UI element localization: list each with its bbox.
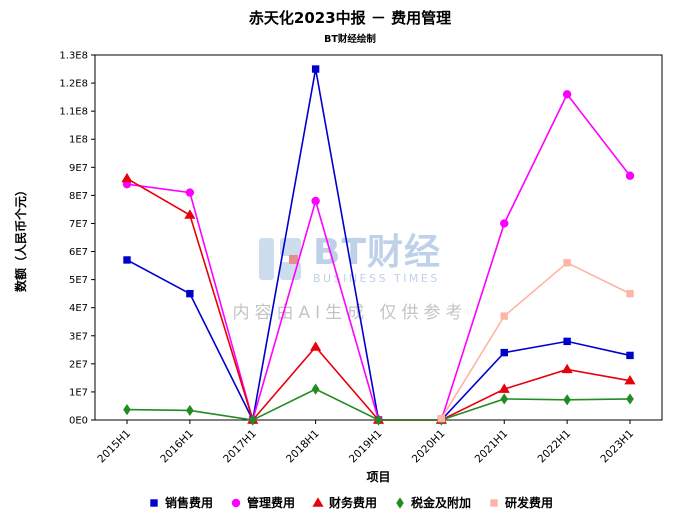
data-point-marker	[626, 289, 634, 298]
x-tick-label: 2020H1	[410, 428, 448, 466]
y-tick-label: 4E7	[69, 303, 88, 314]
series-line-2	[126, 177, 631, 422]
legend-label: 税金及附加	[411, 496, 472, 510]
y-tick-label: 9E7	[69, 163, 88, 174]
data-point-marker	[310, 341, 322, 351]
data-point-marker	[311, 196, 320, 206]
legend: 销售费用 管理费用 财务费用 税金及附加 研发费用	[0, 494, 700, 511]
y-axis-label: 数额（人民币个元）	[14, 184, 28, 293]
y-tick-label: 1.2E8	[59, 79, 88, 90]
y-tick-label: 7E7	[69, 219, 88, 230]
data-point-marker	[500, 393, 509, 405]
legend-label: 研发费用	[505, 496, 554, 510]
legend-item-3: 税金及附加	[393, 494, 471, 511]
legend-square-marker-icon	[490, 498, 498, 507]
data-point-marker	[563, 337, 571, 346]
legend-square-marker-icon	[150, 498, 158, 507]
legend-item-2: 财务费用	[311, 494, 377, 511]
legend-triangle-marker-icon	[312, 496, 324, 507]
data-point-marker	[500, 348, 508, 357]
plot-border	[94, 54, 663, 421]
legend-circle-marker-icon	[231, 498, 241, 507]
legend-label: 销售费用	[164, 496, 213, 510]
data-point-marker	[396, 496, 404, 509]
y-tick-label: 8E7	[69, 191, 88, 202]
data-point-marker	[311, 65, 320, 73]
data-point-marker	[500, 219, 509, 228]
x-tick-label: 2021H1	[473, 428, 511, 466]
data-point-marker	[121, 172, 133, 183]
y-tick-label: 3E7	[69, 331, 88, 342]
x-axis-label: 项目	[366, 470, 391, 484]
data-point-marker	[185, 188, 195, 197]
x-tick-label: 2015H1	[95, 428, 133, 466]
legend-label: 财务费用	[328, 496, 377, 510]
x-tick-label: 2017H1	[221, 428, 259, 466]
data-point-marker	[490, 498, 498, 507]
data-point-marker	[311, 383, 320, 395]
data-point-marker	[231, 498, 241, 507]
legend-item-1: 管理费用	[229, 494, 295, 511]
y-tick-label: 1E8	[69, 135, 88, 146]
data-point-marker	[563, 394, 571, 406]
data-point-marker	[123, 256, 131, 264]
x-tick-label: 2016H1	[158, 428, 196, 466]
data-point-marker	[312, 496, 324, 507]
y-tick-label: 1E7	[69, 387, 88, 398]
chart-subtitle: BT财经绘制	[324, 34, 376, 45]
data-point-marker	[626, 393, 634, 405]
data-point-marker	[248, 414, 257, 426]
series-line-4	[440, 261, 631, 420]
x-tick-label: 2019H1	[347, 428, 385, 466]
data-point-marker	[624, 375, 636, 385]
data-point-marker	[374, 414, 383, 426]
legend-label: 管理费用	[246, 496, 295, 510]
data-point-marker	[625, 171, 635, 180]
data-point-marker	[150, 498, 158, 507]
data-point-marker	[626, 351, 634, 360]
data-point-marker	[563, 259, 571, 267]
y-tick-label: 2E7	[69, 359, 88, 370]
data-point-marker	[123, 404, 131, 416]
x-tick-label: 2018H1	[284, 428, 322, 466]
data-point-marker	[562, 90, 572, 99]
legend-diamond-marker-icon	[396, 496, 404, 509]
data-point-marker	[500, 312, 508, 320]
legend-item-4: 研发费用	[487, 494, 553, 511]
y-tick-label: 6E7	[69, 247, 88, 258]
data-point-marker	[498, 383, 510, 393]
y-tick-label: 5E7	[69, 275, 88, 286]
data-point-marker	[186, 289, 194, 298]
legend-item-0: 销售费用	[147, 494, 213, 511]
data-point-marker	[184, 209, 196, 219]
x-tick-label: 2023H1	[598, 428, 636, 466]
x-tick-label: 2022H1	[536, 428, 574, 466]
data-point-marker	[561, 363, 573, 374]
y-tick-label: 0E0	[69, 416, 88, 427]
data-point-marker	[437, 414, 446, 423]
y-tick-label: 1.1E8	[59, 107, 88, 118]
chart-title: 赤天化2023中报 － 费用管理	[248, 9, 452, 27]
data-point-marker	[186, 404, 194, 417]
y-tick-label: 1.3E8	[59, 51, 88, 62]
